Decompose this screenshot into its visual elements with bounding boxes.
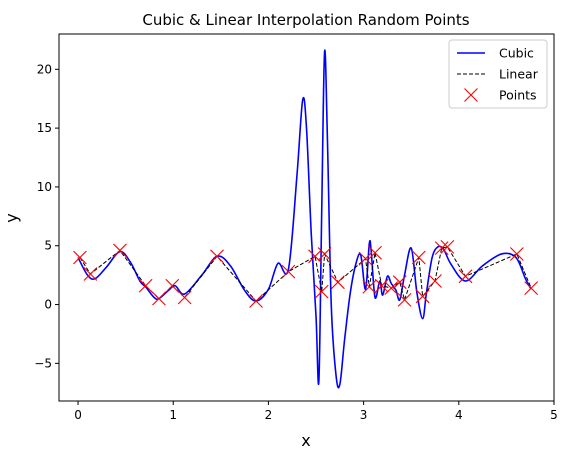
- y-axis-label: y: [2, 213, 21, 222]
- data-point-marker: [113, 243, 127, 258]
- data-point-marker: [428, 274, 442, 288]
- axes-frame: [58, 33, 555, 402]
- data-point-marker: [384, 281, 399, 295]
- data-point-marker: [314, 284, 329, 299]
- data-point-marker: [249, 294, 263, 308]
- data-point-marker: [392, 275, 407, 290]
- data-point-marker: [524, 281, 539, 295]
- data-point-marker: [177, 290, 192, 305]
- data-point-marker: [368, 245, 382, 260]
- axis-ticks: 0 1 2 3 4 5 −5 0 5 10 15 20: [34, 62, 558, 422]
- data-point-marker: [165, 278, 180, 293]
- y-tick-label: 10: [37, 180, 52, 194]
- legend-label-linear: Linear: [499, 67, 539, 82]
- y-tick-label: 5: [44, 239, 52, 253]
- y-tick-label: 0: [44, 298, 52, 312]
- data-point-marker: [83, 267, 98, 281]
- chart-title: Cubic & Linear Interpolation Random Poin…: [142, 11, 469, 29]
- data-point-marker: [509, 247, 524, 261]
- data-point-marker: [210, 249, 224, 264]
- x-axis-label: x: [301, 431, 310, 450]
- data-point-marker: [358, 251, 373, 266]
- data-point-marker: [440, 240, 455, 254]
- legend-label-points: Points: [499, 88, 537, 103]
- data-point-marker: [281, 264, 296, 279]
- data-point-marker: [362, 280, 377, 294]
- x-tick-label: 5: [550, 408, 558, 422]
- data-point-marker: [411, 250, 426, 265]
- legend-box: [448, 39, 548, 109]
- data-point-marker: [73, 250, 87, 265]
- x-tick-label: 4: [455, 408, 463, 422]
- x-tick-label: 2: [265, 408, 273, 422]
- data-point-marker: [308, 249, 322, 264]
- legend: Cubic Linear Points: [448, 39, 548, 109]
- data-point-marker: [138, 278, 153, 293]
- legend-swatch-points: [464, 88, 478, 102]
- plot-area: [73, 49, 539, 389]
- data-point-marker: [152, 291, 166, 306]
- y-tick-label: 20: [37, 62, 52, 76]
- data-point-marker: [458, 269, 473, 284]
- data-point-marker: [415, 289, 430, 304]
- y-tick-label: −5: [34, 356, 52, 370]
- x-tick-label: 3: [360, 408, 368, 422]
- legend-label-cubic: Cubic: [499, 46, 534, 61]
- x-tick-label: 0: [74, 408, 82, 422]
- y-tick-label: 15: [37, 121, 52, 135]
- data-point-marker: [331, 275, 345, 290]
- data-point-marker: [317, 247, 332, 261]
- data-point-marker: [397, 292, 412, 307]
- x-tick-label: 1: [169, 408, 177, 422]
- data-point-marker: [434, 241, 449, 255]
- data-point-marker: [374, 278, 389, 293]
